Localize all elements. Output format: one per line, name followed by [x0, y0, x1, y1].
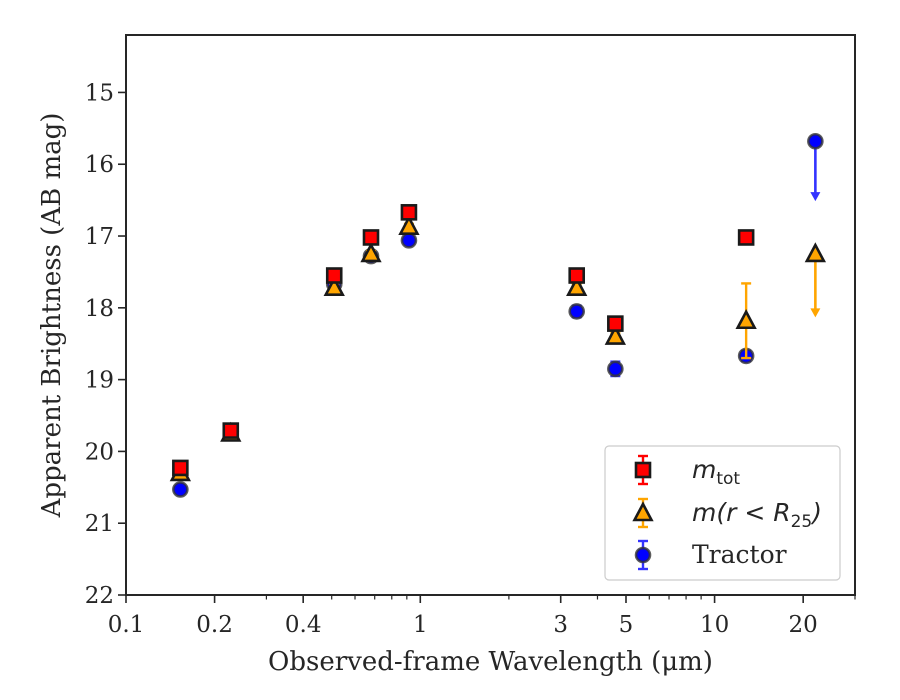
y-axis-label: Apparent Brightness (AB mag) [37, 113, 67, 519]
legend-label: Tractor [692, 540, 787, 569]
data-point [323, 275, 345, 297]
series-square [172, 204, 755, 477]
legend-item: Tractor [634, 539, 787, 571]
legend-item: mtot [634, 454, 740, 489]
chart-marks [169, 132, 827, 498]
data-point [172, 481, 189, 498]
data-point [222, 422, 240, 439]
legend-label: m(r < R25) [692, 498, 822, 532]
legend-marker [634, 546, 652, 564]
y-tick-label: 15 [85, 80, 114, 106]
series-circle [172, 132, 824, 498]
legend-marker [632, 501, 654, 522]
data-point [607, 360, 624, 378]
data-point [362, 229, 380, 246]
data-point [566, 275, 588, 297]
y-tick-label: 18 [85, 296, 114, 322]
legend-box [604, 445, 841, 581]
x-tick-label: 3 [553, 612, 568, 638]
x-tick-label: 0.2 [196, 612, 233, 638]
x-tick-label: 20 [789, 612, 818, 638]
y-tick-label: 22 [85, 583, 114, 609]
y-tick-label: 19 [85, 368, 114, 394]
x-tick-label: 0.1 [108, 612, 145, 638]
data-point [360, 242, 382, 263]
x-tick-label: 10 [700, 612, 729, 638]
x-tick-label: 1 [413, 612, 428, 638]
legend: mtot m(r < R25) Tractor [604, 445, 841, 581]
y-tick-label: 16 [85, 152, 114, 178]
data-point [400, 232, 418, 249]
data-point [568, 267, 586, 284]
x-axis-label: Observed-frame Wavelength (μm) [268, 647, 713, 677]
legend-marker [634, 461, 652, 479]
data-point [568, 303, 586, 320]
data-point [172, 459, 189, 477]
data-point [604, 324, 627, 345]
plot-frame [125, 34, 856, 596]
upper-limit-arrow [810, 308, 821, 318]
data-point [400, 204, 418, 221]
legend-item: m(r < R25) [632, 497, 822, 532]
data-point [735, 308, 757, 330]
data-point [804, 242, 827, 263]
upper-limit-arrow [810, 192, 821, 202]
data-point [807, 132, 824, 150]
legend-label: mtot [692, 455, 740, 489]
data-point [398, 214, 420, 235]
data-point [325, 267, 343, 284]
x-tick-label: 5 [619, 612, 634, 638]
x-tick-label: 0.4 [285, 612, 322, 638]
data-point [607, 315, 624, 332]
y-tick-label: 21 [85, 511, 114, 537]
axis-ticks: 15 16 17 18 19 20 21 22 0.1 0.2 0.4 1 3 5 10 20 [85, 80, 856, 638]
y-tick-label: 17 [85, 224, 114, 250]
series-triangle [169, 214, 827, 482]
data-point [737, 229, 755, 246]
y-tick-label: 20 [85, 439, 114, 465]
